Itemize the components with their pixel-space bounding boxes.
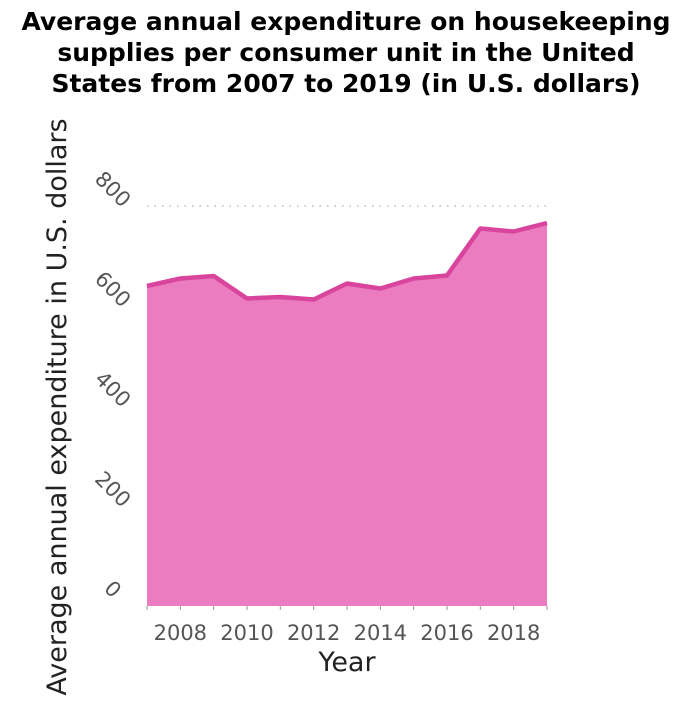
x-tick-label: 2014 xyxy=(354,621,407,645)
y-tick-label: 800 xyxy=(90,167,135,212)
y-tick-label: 600 xyxy=(90,267,135,312)
y-tick-label: 0 xyxy=(99,576,125,602)
chart-title: Average annual expenditure on housekeepi… xyxy=(0,6,692,99)
chart-title-line-3: States from 2007 to 2019 (in U.S. dollar… xyxy=(51,69,641,98)
x-tick-label: 2008 xyxy=(154,621,207,645)
area-fill xyxy=(147,223,547,606)
x-axis-ticks: 2008 2010 2012 2014 2016 2018 xyxy=(146,606,548,645)
chart-title-line-1: Average annual expenditure on housekeepi… xyxy=(21,7,671,36)
y-tick-label: 200 xyxy=(90,467,135,512)
x-tick-label: 2012 xyxy=(287,621,340,645)
series-line xyxy=(146,220,548,302)
x-tick-label: 2018 xyxy=(487,621,540,645)
y-axis-label: Average annual expenditure in U.S. dolla… xyxy=(42,118,73,695)
x-axis-label: Year xyxy=(317,647,376,678)
y-axis-ticks: 0 200 400 600 800 xyxy=(90,167,135,603)
x-tick-label: 2010 xyxy=(220,621,273,645)
y-tick-label: 400 xyxy=(90,367,135,412)
chart-title-line-2: supplies per consumer unit in the United xyxy=(57,38,635,67)
x-tick-label: 2016 xyxy=(420,621,473,645)
